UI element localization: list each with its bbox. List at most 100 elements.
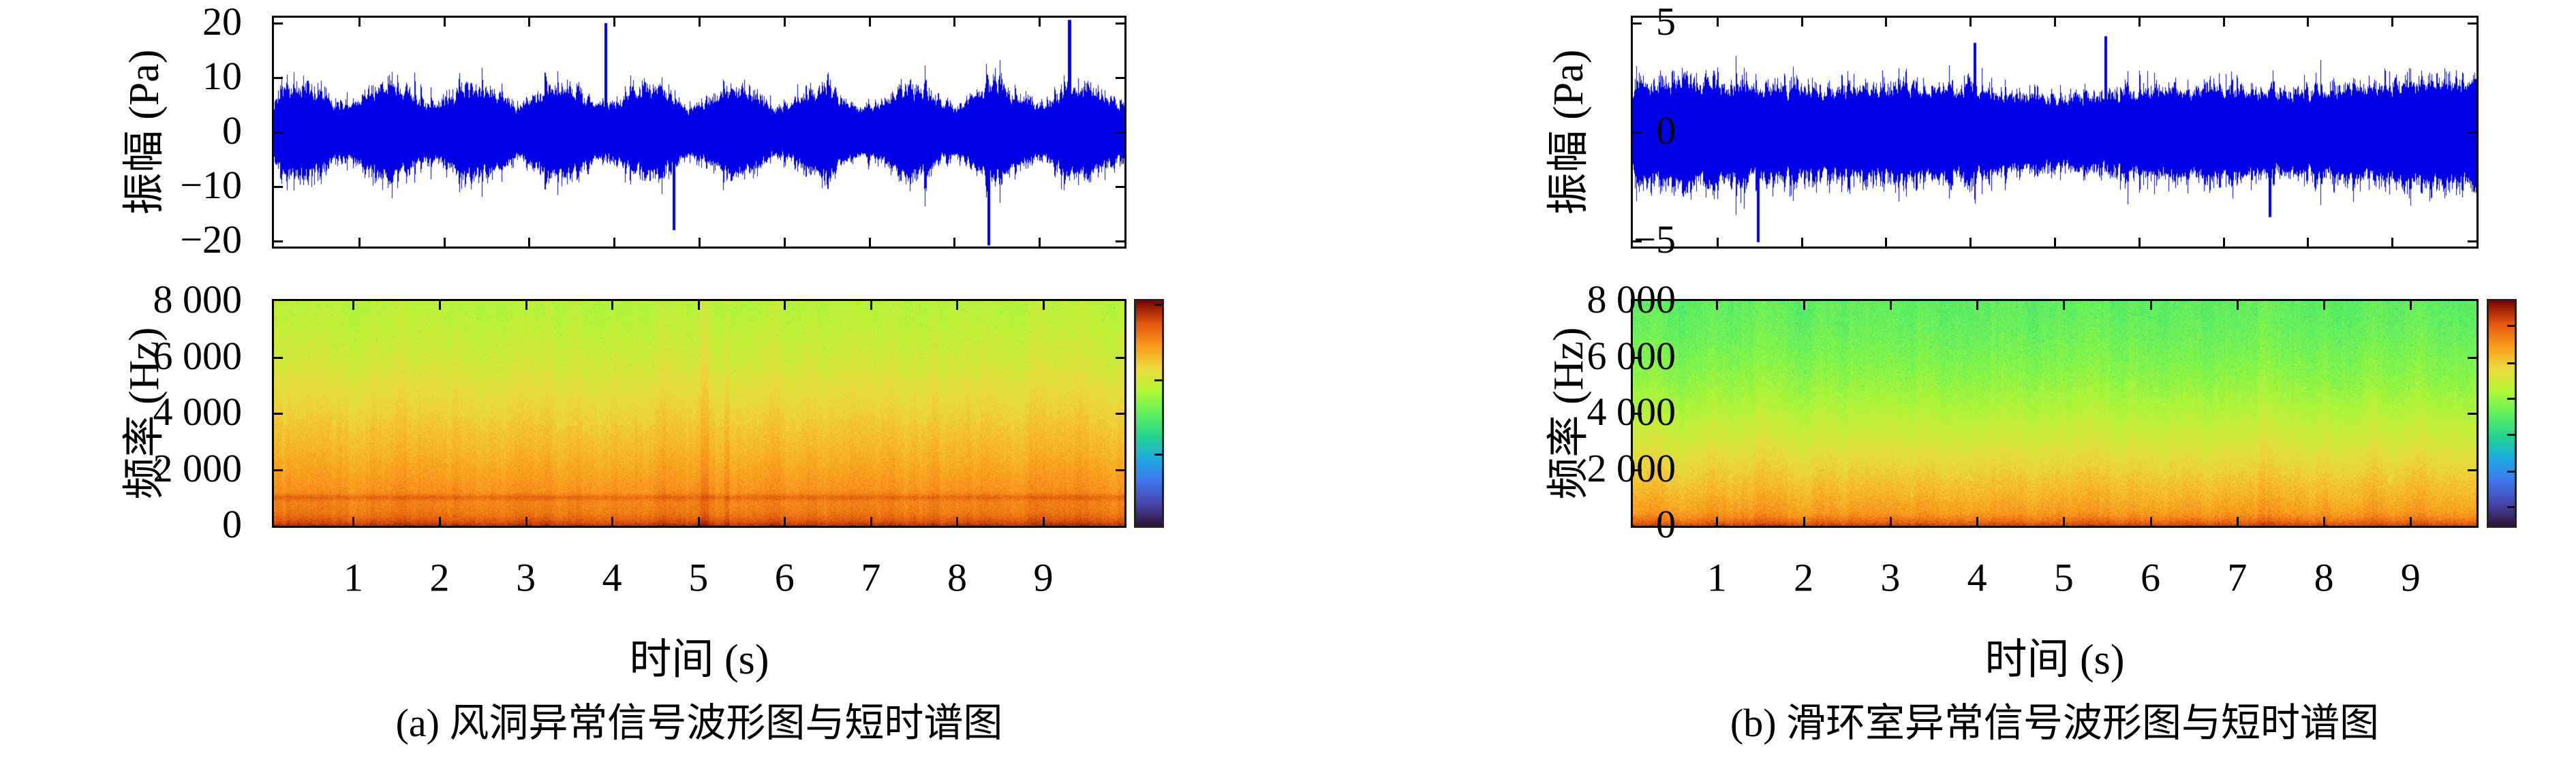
colorbar-tick-mark [1154,454,1162,456]
waveform-canvas [1633,18,2477,247]
x-tick-mark [1717,238,1719,247]
time-axis-tick-label: 7 [861,555,881,600]
colorbar [2487,299,2517,528]
waveform-plot-area [1631,16,2479,249]
x-tick-mark [1976,517,1978,526]
y-tick-mark [1116,77,1124,79]
y-tick-mark [2468,469,2477,471]
y-tick-mark [274,469,283,471]
y-tick-mark [1116,240,1124,242]
x-tick-mark [869,238,871,247]
x-tick-mark [358,18,361,27]
x-tick-mark [2391,18,2393,27]
colorbar-tick-mark [2507,434,2515,436]
time-axis-tick-label: 8 [2314,555,2334,600]
x-tick-mark [956,301,958,310]
waveform-y-tick-label: 0 [1656,108,1676,153]
time-axis-tick-label: 6 [774,555,795,600]
x-tick-mark [2150,517,2152,526]
x-tick-mark [1716,517,1718,526]
x-tick-mark [1890,301,1892,310]
time-axis-tick-label: 2 [429,555,450,600]
y-tick-mark [2468,413,2477,415]
time-x-axis-label: 时间 (s) [1984,637,2125,683]
x-tick-mark [784,301,786,310]
spectrogram-y-tick-label: 6 000 [153,333,243,378]
y-tick-mark [1633,357,1642,359]
x-tick-mark [2307,18,2309,27]
y-tick-mark [2468,357,2477,359]
x-tick-mark [352,517,354,526]
x-tick-mark [2138,18,2141,27]
x-tick-mark [528,18,530,27]
x-tick-mark [1969,238,1972,247]
colorbar-tick-mark [2507,398,2515,400]
spectrogram-y-tick-label: 4 000 [1586,389,1676,434]
x-tick-mark [1803,301,1805,310]
time-axis-tick-label: 4 [1967,555,1987,600]
time-axis-tick-label: 3 [1880,555,1901,600]
x-tick-mark [2150,301,2152,310]
time-axis-tick-label: 5 [688,555,709,600]
waveform-y-tick-label: −5 [1634,217,1676,262]
y-tick-mark [1116,357,1124,359]
x-tick-mark [611,517,613,526]
y-tick-mark [2468,22,2477,25]
x-tick-mark [1890,517,1892,526]
time-axis-tick-label: 9 [2400,555,2421,600]
x-tick-mark [525,517,527,526]
x-tick-mark [1885,18,1887,27]
x-tick-mark [2391,238,2393,247]
x-tick-mark [699,238,701,247]
x-tick-mark [953,238,955,247]
waveform-y-tick-label: 20 [202,0,242,44]
time-axis-tick-label: 2 [1794,555,1814,600]
y-tick-mark [274,77,283,79]
x-tick-mark [444,18,446,27]
x-tick-mark [870,301,872,310]
spectrogram-y-tick-label: 0 [1656,501,1676,546]
x-tick-mark [2410,517,2412,526]
spectrogram-plot-area [272,299,1126,528]
y-tick-mark [1116,22,1124,25]
y-tick-mark [1633,22,1642,25]
x-tick-mark [2138,238,2141,247]
x-tick-mark [2054,238,2056,247]
x-tick-mark [2307,238,2309,247]
y-tick-mark [274,413,283,415]
spectrogram-plot-area [1631,299,2479,528]
spectrogram-canvas [1633,301,2477,526]
y-tick-mark [274,22,283,25]
y-tick-mark [1633,131,1642,133]
x-tick-mark [613,238,615,247]
x-tick-mark [439,301,441,310]
time-axis-tick-label: 5 [2053,555,2074,600]
x-tick-mark [352,301,354,310]
x-tick-mark [953,18,955,27]
x-tick-mark [1969,18,1972,27]
x-tick-mark [1976,301,1978,310]
time-x-axis-label: 时间 (s) [629,637,769,683]
spectrogram-y-tick-label: 2 000 [153,445,243,490]
waveform-y-tick-label: −10 [180,162,242,207]
x-tick-mark [2323,517,2325,526]
y-tick-mark [274,131,283,133]
x-tick-mark [698,517,700,526]
colorbar-tick-mark [2507,362,2515,364]
y-tick-mark [2468,131,2477,133]
colorbar-tick-mark [1154,379,1162,381]
waveform-canvas [274,18,1124,247]
y-tick-mark [1116,413,1124,415]
x-tick-mark [784,18,786,27]
x-tick-mark [2410,301,2412,310]
x-tick-mark [1803,517,1805,526]
subfigure-caption-b: (b) 滑环室异常信号波形图与短时谱图 [1730,701,2380,745]
x-tick-mark [699,18,701,27]
x-tick-mark [444,238,446,247]
waveform-y-tick-label: 5 [1656,0,1676,44]
y-tick-mark [1633,469,1642,471]
colorbar-tick-mark [2507,325,2515,327]
y-tick-mark [1633,240,1642,242]
y-tick-mark [1116,469,1124,471]
time-axis-tick-label: 1 [343,555,363,600]
